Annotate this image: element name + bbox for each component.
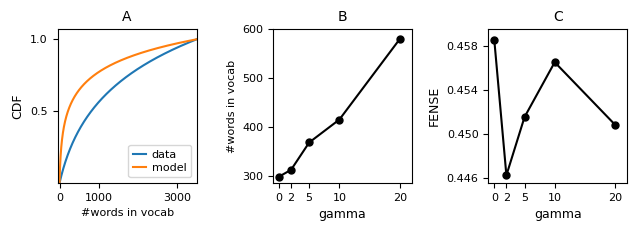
Legend: data, model: data, model — [129, 145, 191, 177]
X-axis label: gamma: gamma — [534, 208, 582, 221]
Y-axis label: #words in vocab: #words in vocab — [227, 60, 237, 153]
model — [190, 38, 198, 41]
Line: model: model — [60, 39, 196, 183]
data — [114, 82, 122, 85]
data — [193, 38, 200, 41]
data — [79, 121, 87, 124]
Y-axis label: CDF: CDF — [12, 93, 25, 119]
data — [190, 39, 198, 42]
data — [175, 45, 183, 48]
model — [71, 94, 79, 97]
model — [79, 83, 87, 86]
Title: B: B — [337, 10, 348, 24]
X-axis label: gamma: gamma — [319, 208, 366, 221]
model — [114, 60, 122, 63]
model — [175, 41, 183, 44]
Y-axis label: FENSE: FENSE — [428, 86, 441, 126]
model — [56, 182, 63, 184]
data — [56, 182, 63, 184]
X-axis label: #words in vocab: #words in vocab — [81, 208, 173, 218]
data — [108, 87, 116, 90]
Title: C: C — [553, 10, 563, 24]
Title: A: A — [122, 10, 132, 24]
model — [108, 63, 116, 66]
data — [71, 136, 79, 139]
Line: data: data — [60, 39, 196, 183]
model — [193, 38, 200, 41]
